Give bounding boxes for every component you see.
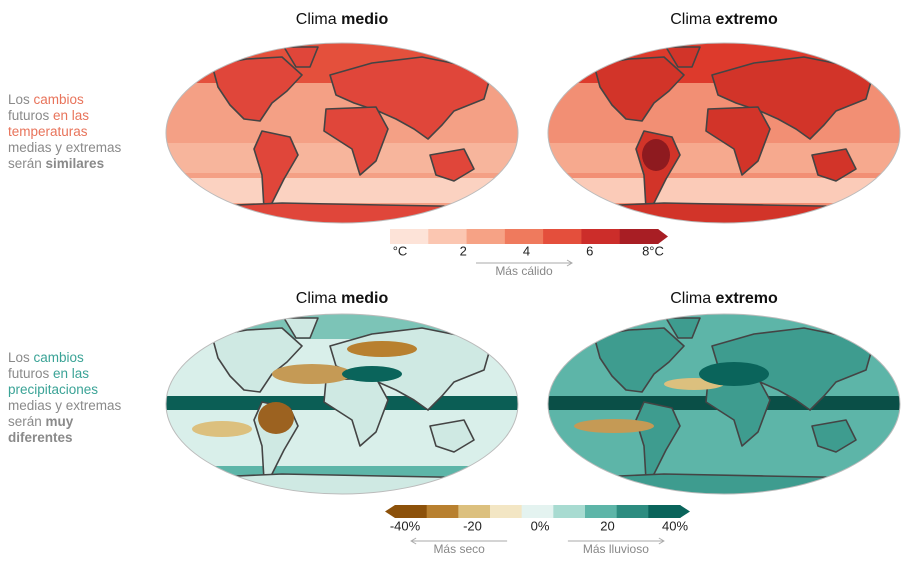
colorbar-label: 20 [600, 518, 614, 533]
description-text: cambios [34, 92, 85, 107]
description-text: serán [8, 414, 46, 429]
colorbar-label: °C [393, 243, 408, 258]
map-title-text: medio [341, 290, 388, 307]
colorbar-cell [585, 505, 618, 518]
map-title-text: Clima [670, 11, 715, 28]
description-text: cambios [34, 350, 85, 365]
colorbar-note: Más lluvioso [583, 542, 649, 556]
colorbar-label: 8°C [642, 243, 664, 258]
note-arrowhead [658, 537, 665, 545]
map-title: Clima extremo [670, 290, 778, 307]
colorbar-cell [648, 505, 681, 518]
colorbar-arrow [680, 505, 690, 518]
description-line: Los cambios [8, 92, 84, 107]
description-line: precipitaciones [8, 382, 98, 397]
description-text: Los [8, 350, 34, 365]
description-text: en las [53, 108, 89, 123]
description-line: serán muy [8, 414, 74, 429]
description-text: futuros [8, 108, 53, 123]
description-text: serán [8, 156, 46, 171]
colorbar-label: 6 [586, 243, 593, 258]
description-text: futuros [8, 366, 53, 381]
colorbar-arrow [385, 505, 395, 518]
colorbar-cell [390, 229, 429, 244]
description-line: medias y extremas [8, 140, 122, 155]
description-line: serán similares [8, 156, 104, 171]
description-line: futuros en las [8, 108, 89, 123]
colorbar-label: 2 [460, 243, 467, 258]
map-precip-mean [165, 313, 519, 495]
description-text: precipitaciones [8, 382, 98, 397]
description-text: Los [8, 92, 34, 107]
colorbar-label: -40% [390, 518, 421, 533]
description-line: temperaturas [8, 124, 88, 139]
colorbar-cell [543, 229, 582, 244]
colorbar-note: Más cálido [495, 264, 553, 278]
colorbar-cell [581, 229, 621, 244]
map-title-text: extremo [716, 290, 778, 307]
colorbar-cell [619, 229, 659, 244]
description-text: diferentes [8, 430, 73, 445]
colorbar-cell [458, 505, 491, 518]
description-text: medias y extremas [8, 398, 122, 413]
map-title: Clima medio [296, 11, 389, 28]
map-temp-mean [165, 42, 519, 224]
map-title-text: Clima [296, 11, 341, 28]
description-text: temperaturas [8, 124, 88, 139]
description-text: en las [53, 366, 89, 381]
colorbar-label: 0% [531, 518, 550, 533]
colorbar-cell [616, 505, 649, 518]
description-line: Los cambios [8, 350, 84, 365]
colorbar-note: Más seco [433, 542, 485, 556]
colorbar-cell [426, 505, 459, 518]
colorbar-cell [504, 229, 544, 244]
description-text: medias y extremas [8, 140, 122, 155]
map-precip-extreme [547, 313, 901, 495]
colorbar-cell [553, 505, 586, 518]
map-title: Clima medio [296, 290, 389, 307]
colorbar-label: -20 [463, 518, 482, 533]
map-title-text: Clima [296, 290, 341, 307]
colorbar-cell [521, 505, 554, 518]
map-title-text: extremo [716, 11, 778, 28]
description-text: muy [46, 414, 74, 429]
description-text: similares [46, 156, 105, 171]
description-line: futuros en las [8, 366, 89, 381]
description-line: medias y extremas [8, 398, 122, 413]
colorbar-cell [490, 505, 523, 518]
map-title: Clima extremo [670, 11, 778, 28]
map-title-text: medio [341, 11, 388, 28]
description-line: diferentes [8, 430, 73, 445]
colorbar-arrow [658, 229, 668, 244]
colorbar-cell [395, 505, 428, 518]
colorbar-label: 40% [662, 518, 688, 533]
note-arrowhead [410, 537, 417, 545]
colorbar-cell [466, 229, 506, 244]
map-title-text: Clima [670, 290, 715, 307]
colorbar-label: 4 [523, 243, 530, 258]
colorbar-cell [428, 229, 468, 244]
map-temp-extreme [547, 42, 901, 224]
note-arrowhead [566, 259, 573, 267]
